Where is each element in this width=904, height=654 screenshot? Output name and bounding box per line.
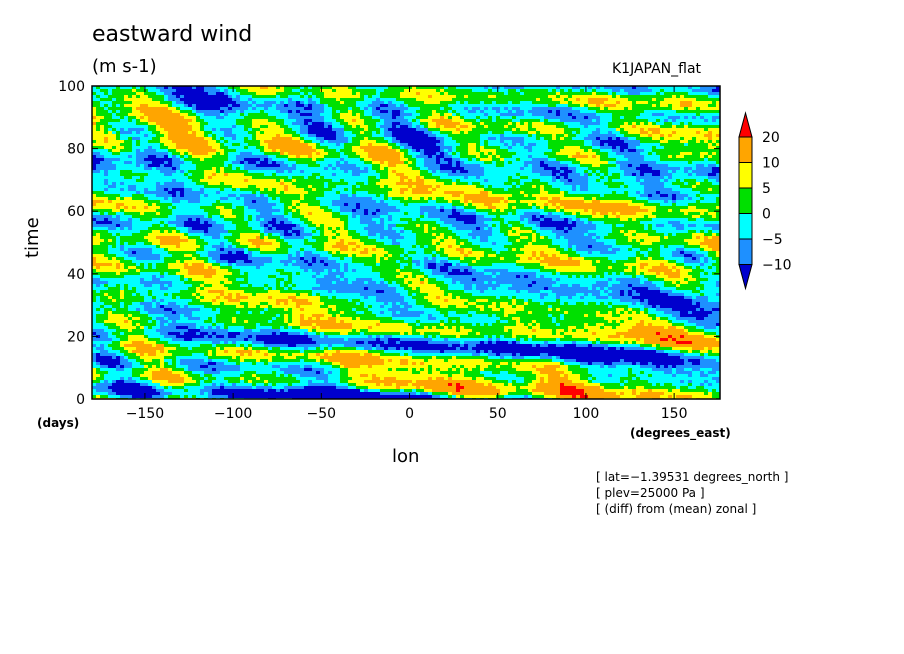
heatmap-field [92,86,720,399]
x-axis-unit: (degrees_east) [630,426,731,440]
colorbar-segment [738,162,753,189]
colorbar-segment [738,187,753,214]
y-tick-label: 60 [67,204,85,220]
colorbar-label: 5 [762,181,771,197]
colorbar-label: 20 [762,130,780,146]
colorbar: 20 10 5 0 −5 −10 [738,111,792,291]
colorbar-label: −10 [762,258,792,274]
annotation-plev: [ plev=25000 Pa ] [596,486,705,500]
y-tick-label: 0 [76,392,85,408]
annotation-lat: [ lat=−1.39531 degrees_north ] [596,470,789,484]
annotation-diff: [ (diff) from (mean) zonal ] [596,502,757,516]
x-tick-label: 50 [489,406,507,422]
colorbar-segment-min [738,264,753,291]
plot-frame [91,85,721,400]
x-axis-label: lon [392,446,420,467]
colorbar-segment [738,213,753,240]
chart-units: (m s-1) [92,56,157,77]
x-tick-label: 0 [405,406,414,422]
chart-title: eastward wind [92,22,253,47]
x-tick-label: −100 [214,406,252,422]
x-axis: −150 −100 −50 0 50 100 150 [126,86,688,422]
colorbar-label: 0 [762,207,771,223]
x-tick-label: −150 [126,406,164,422]
colorbar-segment [738,136,753,163]
y-axis-label: time [22,217,43,258]
x-tick-label: 100 [573,406,600,422]
y-tick-label: 80 [67,142,85,158]
y-axis-unit: (days) [37,416,80,430]
x-tick-label: 150 [661,406,688,422]
x-tick-label: −50 [307,406,337,422]
colorbar-label: −5 [762,232,783,248]
y-tick-label: 40 [67,267,85,283]
colorbar-label: 10 [762,156,780,172]
y-axis: 0 20 40 60 80 100 [58,79,720,408]
y-tick-label: 100 [58,79,85,95]
y-tick-label: 20 [67,329,85,345]
dataset-label: K1JAPAN_flat [612,61,702,77]
colorbar-segment [738,238,753,265]
colorbar-segment-max [738,111,753,138]
